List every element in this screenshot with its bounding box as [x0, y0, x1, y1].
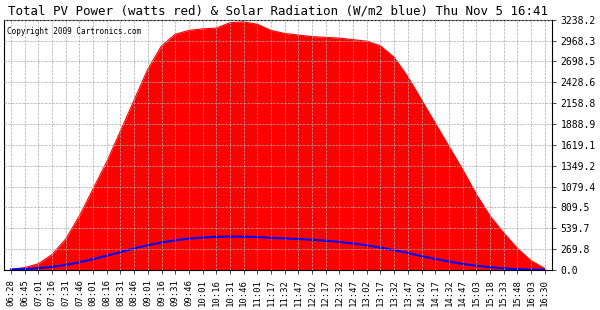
Title: Total PV Power (watts red) & Solar Radiation (W/m2 blue) Thu Nov 5 16:41: Total PV Power (watts red) & Solar Radia…: [8, 4, 548, 17]
Text: Copyright 2009 Cartronics.com: Copyright 2009 Cartronics.com: [7, 27, 141, 36]
